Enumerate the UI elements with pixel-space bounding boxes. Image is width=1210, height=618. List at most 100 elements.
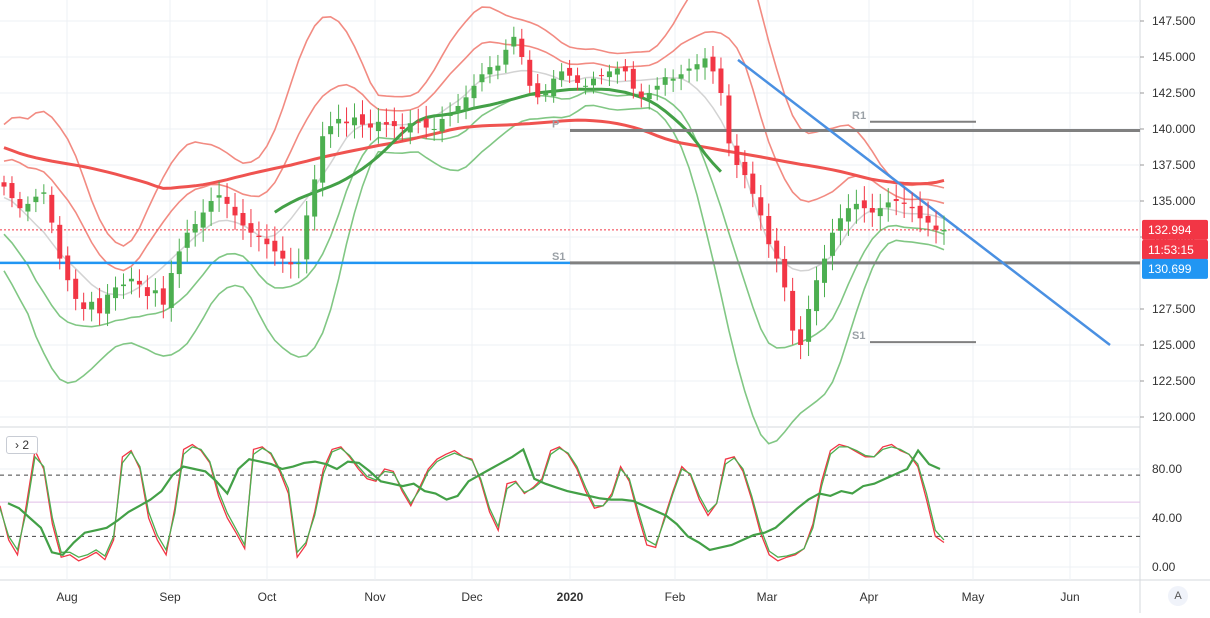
candle-body: [845, 208, 851, 222]
candle-body: [471, 85, 477, 99]
candle-body: [766, 215, 772, 245]
candle-body: [344, 121, 350, 124]
osc-tick-label: 0.00: [1152, 560, 1176, 574]
candle-body: [192, 224, 198, 233]
candle-body: [885, 202, 891, 208]
price-tick-label: 135.000: [1152, 194, 1196, 208]
candle-body: [646, 93, 652, 100]
candle-body: [726, 95, 732, 144]
candle-body: [933, 225, 939, 230]
candle-body: [120, 284, 126, 287]
candle-body: [447, 114, 453, 116]
time-tick-label: Apr: [860, 590, 879, 604]
rsi-line: [7, 447, 941, 557]
candle-body: [622, 66, 628, 72]
candle-body: [630, 68, 636, 89]
candle-body: [806, 309, 812, 342]
level-price-tag: 130.699: [1148, 262, 1192, 276]
candle-body: [256, 235, 262, 237]
candle-body: [503, 49, 509, 65]
price-tick-label: 122.500: [1152, 374, 1196, 388]
candle-body: [431, 129, 437, 130]
price-tick-label: 120.000: [1152, 410, 1196, 424]
candle-body: [678, 74, 684, 79]
candle-body: [941, 229, 947, 232]
candle-body: [49, 194, 55, 223]
candle-body: [184, 232, 190, 248]
candle-body: [41, 192, 47, 194]
candle-body: [105, 294, 111, 314]
candle-body: [535, 83, 541, 98]
pivot-label: R1: [852, 110, 866, 122]
osc-tick-label: 40.00: [1152, 511, 1182, 525]
candle-body: [837, 218, 843, 231]
candle-body: [551, 78, 557, 97]
candle-body: [909, 206, 915, 209]
candle-body: [702, 58, 708, 68]
price-tags: 132.994 11:53:15 130.699: [1142, 219, 1208, 279]
stochastic-d-line: [0, 446, 945, 558]
candle-body: [216, 195, 222, 198]
last-price-tag: 132.994: [1148, 223, 1192, 237]
candle-body: [415, 121, 421, 123]
candle-body: [232, 206, 238, 216]
candle-body: [861, 200, 867, 209]
candle-body: [160, 288, 166, 305]
time-tick-label: Feb: [665, 590, 686, 604]
candle-body: [893, 199, 899, 201]
candle-body: [296, 262, 302, 265]
candle-body: [774, 240, 780, 259]
candle-body: [734, 145, 740, 165]
candle-body: [240, 212, 246, 226]
candle-body: [877, 208, 883, 217]
candle-body: [152, 290, 158, 294]
pane-toggle-button[interactable]: › 2: [6, 436, 38, 454]
time-tick-label: Jun: [1060, 590, 1079, 604]
candle-body: [272, 240, 278, 252]
moving-averages: [3, 87, 945, 214]
stochastic-k-line: [0, 443, 945, 562]
level-price-tag-bg: [1142, 258, 1208, 279]
candle-body: [1, 182, 7, 187]
time-tick-label: 2020: [557, 590, 584, 604]
candle-body: [383, 122, 389, 125]
price-tick-label: 127.500: [1152, 302, 1196, 316]
auto-scale-button[interactable]: A: [1168, 586, 1188, 606]
upper-band-line: [3, 30, 945, 272]
candle-body: [670, 78, 676, 81]
candle-body: [527, 59, 533, 86]
candle-body: [25, 203, 31, 212]
candle-body: [439, 118, 445, 132]
candle-body: [375, 121, 381, 132]
candle-body: [694, 64, 700, 70]
candle-body: [399, 126, 405, 129]
candle-body: [208, 201, 214, 212]
candle-body: [901, 202, 907, 204]
candle-body: [280, 250, 286, 259]
candle-body: [144, 287, 150, 297]
candle-body: [463, 97, 469, 110]
candle-body: [750, 173, 756, 194]
candle-body: [9, 183, 15, 199]
candlestick-series: [1, 26, 947, 360]
candle-body: [304, 215, 310, 260]
candle-body: [455, 105, 461, 113]
candle-body: [248, 223, 254, 233]
moving-average-50: [273, 87, 722, 214]
lower-band-line: [3, 104, 945, 445]
price-tick-label: 137.500: [1152, 158, 1196, 172]
candle-body: [583, 85, 589, 87]
price-axis[interactable]: 147.500 145.000 142.500 140.000 137.500 135.0…: [1140, 14, 1196, 574]
pivot-label: P: [552, 118, 559, 130]
trendline: [737, 58, 1111, 346]
candle-body: [814, 280, 820, 312]
time-tick-label: May: [962, 590, 985, 604]
candle-body: [113, 287, 119, 299]
candle-body: [718, 68, 724, 93]
candle-body: [853, 203, 859, 210]
time-axis[interactable]: Aug Sep Oct Nov Dec 2020 Feb Mar Apr May Jun: [56, 590, 1079, 604]
candle-body: [519, 38, 525, 57]
candle-body: [798, 329, 804, 345]
